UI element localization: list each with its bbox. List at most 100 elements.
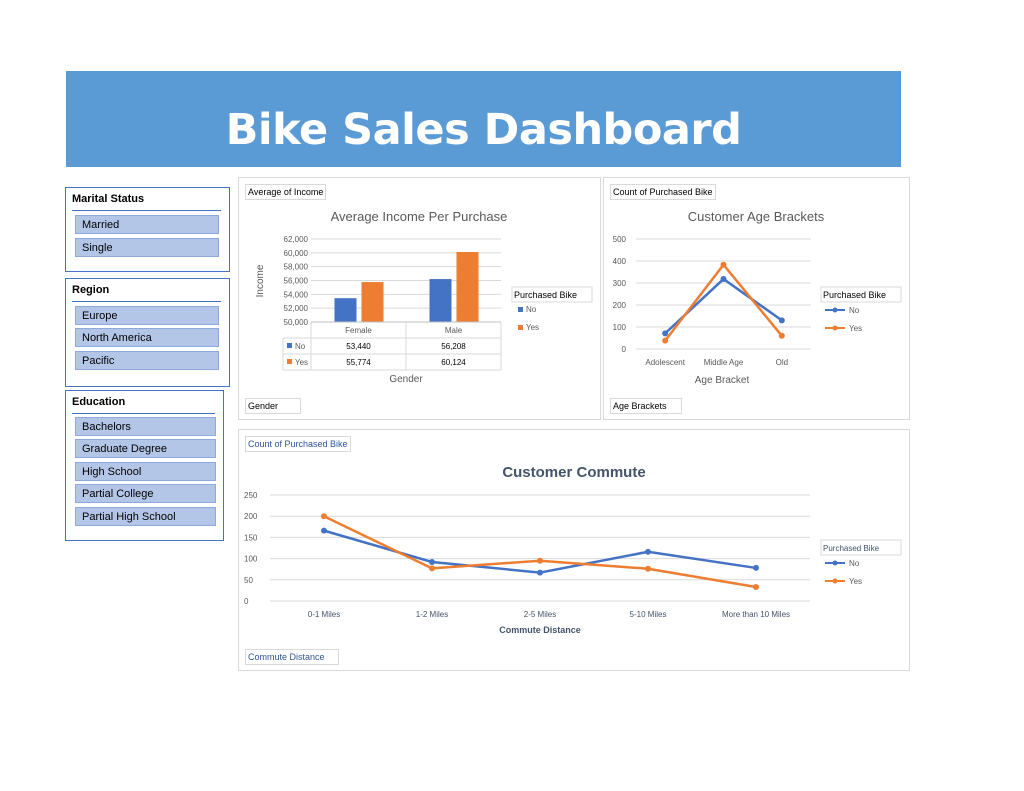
value-field-button[interactable]: Count of Purchased Bike <box>245 436 351 452</box>
legend-marker <box>832 560 838 566</box>
point-no-5-10-miles <box>645 548 651 555</box>
bar-no-male <box>429 279 452 322</box>
y-tick-label: 50 <box>244 576 253 585</box>
slicer-item-partial-high-school[interactable]: Partial High School <box>75 507 216 526</box>
legend-label: No <box>849 559 860 568</box>
x-tick-label: Female <box>345 326 372 335</box>
y-tick-label: 400 <box>613 257 627 266</box>
axis-field-button[interactable]: Commute Distance <box>245 649 339 665</box>
y-tick-label: 250 <box>244 491 258 500</box>
table-series-name: Yes <box>295 358 308 367</box>
slicer-title: Education <box>72 396 126 408</box>
slicer-item-north-america[interactable]: North America <box>75 328 219 347</box>
point-no-2-5-miles <box>537 569 543 576</box>
y-tick-label: 0 <box>244 597 249 606</box>
y-tick-label: 100 <box>613 323 627 332</box>
point-yes-1-2-miles <box>429 565 435 572</box>
header-banner: Bike Sales Dashboard <box>66 71 901 167</box>
y-tick-label: 62,000 <box>284 235 309 244</box>
y-tick-label: 56,000 <box>284 277 309 286</box>
y-tick-label: 500 <box>613 235 627 244</box>
slicer-item-graduate-degree[interactable]: Graduate Degree <box>75 439 216 458</box>
income-chart: Average Income Per Purchase 62,000 60,000… <box>255 209 593 385</box>
slicer-item-high-school[interactable]: High School <box>75 462 216 481</box>
point-yes-5-10-miles <box>645 565 651 572</box>
x-axis-label: Gender <box>389 374 423 385</box>
point-yes-adolescent <box>662 337 669 344</box>
x-tick-label: 1-2 Miles <box>416 610 448 619</box>
slicer-item-bachelors[interactable]: Bachelors <box>75 417 216 436</box>
age-chart-panel: Count of Purchased Bike Age Brackets Cus… <box>603 177 910 420</box>
x-axis-label: Age Bracket <box>695 375 750 386</box>
table-series-name: No <box>295 342 306 351</box>
slicer-item-europe[interactable]: Europe <box>75 306 219 325</box>
slicer-item-married[interactable]: Married <box>75 215 219 234</box>
legend-label: Yes <box>849 324 862 333</box>
legend-label: No <box>849 306 860 315</box>
x-tick-label: 2-5 Miles <box>524 610 556 619</box>
x-axis-label: Commute Distance <box>499 625 581 635</box>
table-legend-key <box>287 359 292 364</box>
point-no-0-1-miles <box>321 527 327 534</box>
legend-label: Yes <box>526 323 539 332</box>
slicer-item-pacific[interactable]: Pacific <box>75 351 219 370</box>
x-tick-label: Male <box>445 326 463 335</box>
point-no-old <box>778 317 785 324</box>
legend-title-box <box>511 286 593 303</box>
y-tick-label: 300 <box>613 279 627 288</box>
x-tick-label: Old <box>776 358 788 367</box>
y-axis-label: Income <box>255 264 266 297</box>
slicer-item-partial-college[interactable]: Partial College <box>75 484 216 503</box>
slicer-item-single[interactable]: Single <box>75 238 219 257</box>
commute-chart: Customer Commute 250 200 150 100 50 0 0-1 Mil… <box>244 464 902 635</box>
y-tick-label: 50,000 <box>284 318 309 327</box>
y-tick-label: 58,000 <box>284 263 309 272</box>
y-tick-label: 200 <box>244 512 258 521</box>
x-tick-label: Adolescent <box>645 358 685 367</box>
x-tick-label: Middle Age <box>704 358 744 367</box>
y-tick-label: 100 <box>244 555 258 564</box>
x-tick-label: More than 10 Miles <box>722 610 790 619</box>
data-label: 55,774 <box>346 358 371 367</box>
point-no-adolescent <box>662 330 669 337</box>
income-chart-panel: Average of Income Gender Average Income … <box>238 177 601 420</box>
legend-title: Purchased Bike <box>823 290 886 300</box>
data-label: 53,440 <box>346 342 371 351</box>
legend-title: Purchased Bike <box>514 290 577 300</box>
axis-field-button[interactable]: Gender <box>245 398 301 414</box>
chart-title: Customer Commute <box>502 464 645 481</box>
bar-yes-male <box>456 251 479 322</box>
slicer-region: Region Europe North America Pacific <box>65 278 230 387</box>
legend-label: No <box>526 305 537 314</box>
legend-marker <box>832 307 838 313</box>
data-label: 56,208 <box>441 342 466 351</box>
point-no-1-2-miles <box>429 558 435 565</box>
legend-marker <box>832 578 838 584</box>
data-label: 60,124 <box>441 358 466 367</box>
y-tick-label: 52,000 <box>284 304 309 313</box>
slicer-divider <box>72 210 221 211</box>
bar-yes-female <box>361 282 384 322</box>
slicer-title: Region <box>72 284 110 296</box>
axis-field-button[interactable]: Age Brackets <box>610 398 682 414</box>
y-tick-label: 54,000 <box>284 290 309 299</box>
slicer-marital-status: Marital Status Married Single <box>65 187 230 272</box>
point-yes-0-1-miles <box>321 513 327 520</box>
point-yes-middle-age <box>720 261 727 268</box>
chart-title: Average Income Per Purchase <box>331 209 508 224</box>
commute-chart-panel: Count of Purchased Bike Commute Distance… <box>238 429 910 671</box>
value-field-button[interactable]: Count of Purchased Bike <box>610 184 716 200</box>
y-tick-label: 200 <box>613 301 627 310</box>
y-tick-label: 150 <box>244 533 258 542</box>
series-line-no <box>664 277 783 335</box>
legend-key-no <box>518 307 523 312</box>
value-field-button[interactable]: Average of Income <box>245 184 327 200</box>
bar-no-female <box>334 298 357 322</box>
x-tick-label: 5-10 Miles <box>630 610 667 619</box>
legend-title-box <box>820 539 902 556</box>
dashboard-title: Bike Sales Dashboard <box>225 105 742 155</box>
legend-key-yes <box>518 325 523 330</box>
y-tick-label: 60,000 <box>284 249 309 258</box>
slicer-education: Education Bachelors Graduate Degree High… <box>65 390 224 541</box>
point-yes-old <box>778 332 785 339</box>
